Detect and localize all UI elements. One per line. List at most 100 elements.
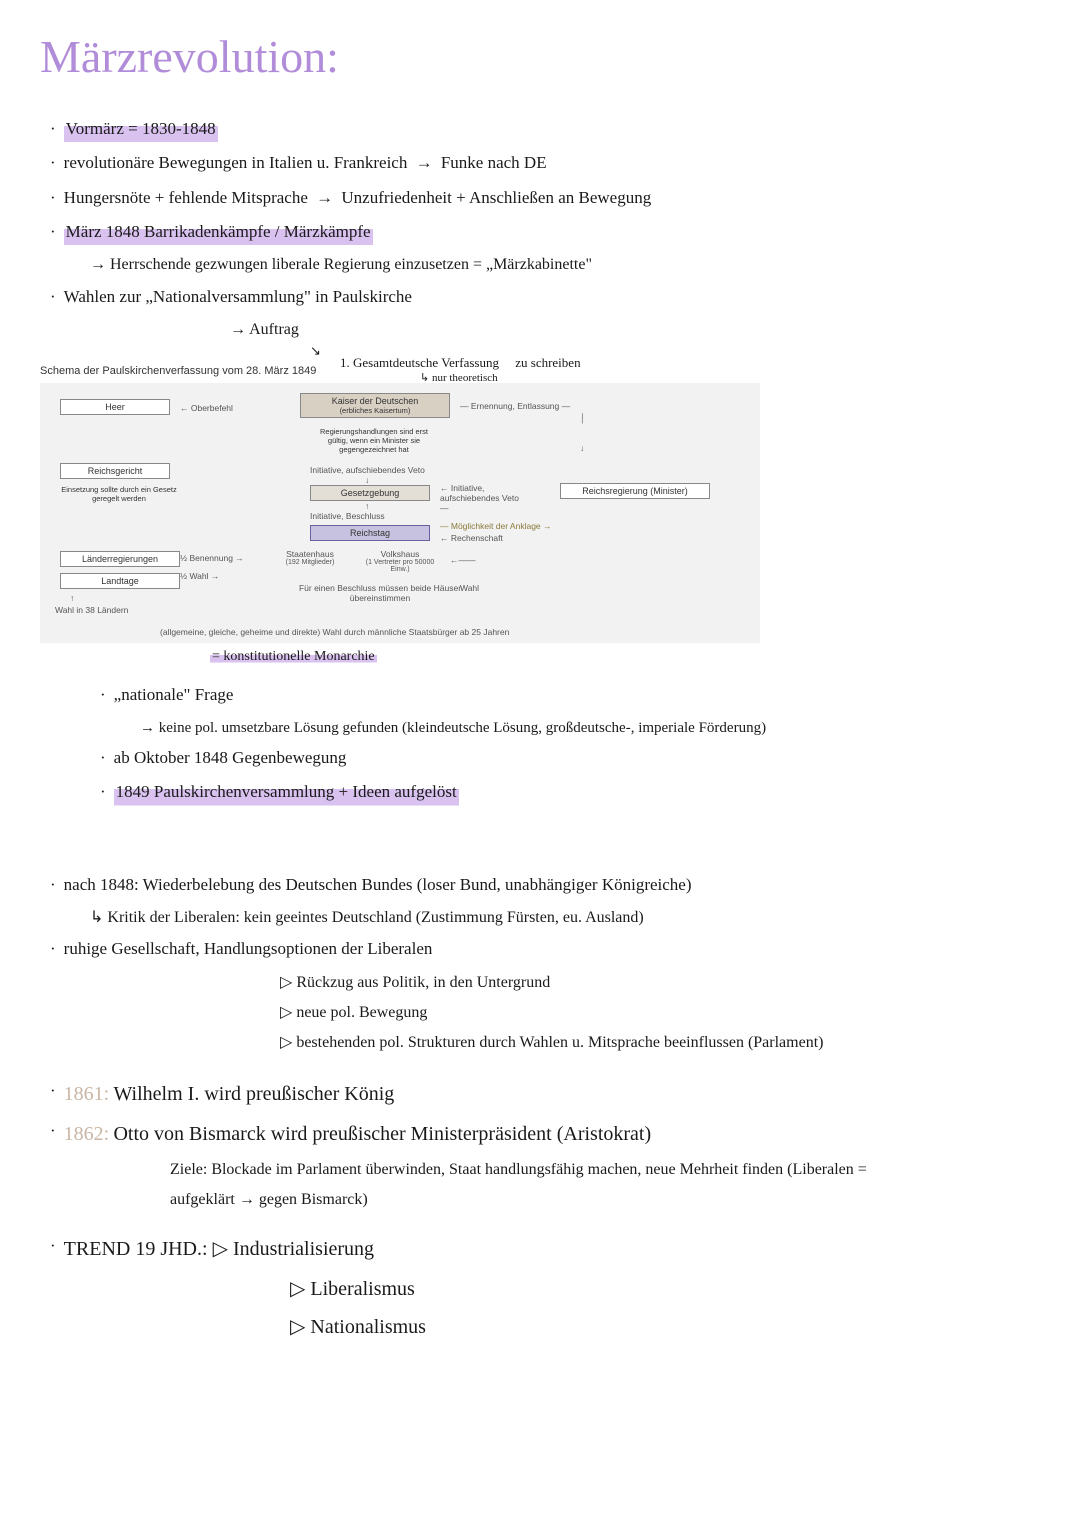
diagram-box-reichsgericht: Reichsgericht xyxy=(60,463,170,479)
bullet: · 1849 Paulskirchenversammlung + Ideen a… xyxy=(100,776,1040,808)
diagram-box-kaiser: Kaiser der Deutschen (erbliches Kaisertu… xyxy=(300,393,450,418)
highlighted-text: = konstitutionelle Monarchie xyxy=(210,649,377,664)
bullet-dot: · xyxy=(100,776,106,808)
sub-bullet: ▷ Rückzug aus Politik, in den Untergrund xyxy=(280,968,1040,998)
text-fragment: revolutionäre Bewegungen in Italien u. F… xyxy=(64,153,408,172)
diagram-label: ½ Benennung → xyxy=(180,553,244,563)
section-3: · nach 1848: Wiederbelebung des Deutsche… xyxy=(50,869,1040,1346)
year-label: 1861: xyxy=(64,1083,110,1105)
bullet-text: 1862: Otto von Bismarck wird preußischer… xyxy=(64,1115,651,1153)
box-label: Kaiser der Deutschen xyxy=(305,396,445,406)
year-label: 1862: xyxy=(64,1123,110,1145)
text-fragment: Liberalismus xyxy=(310,1278,414,1300)
hand-arrow: ↘ xyxy=(310,343,321,359)
text-fragment: Möglichkeit der Anklage xyxy=(451,521,541,531)
text-fragment: Initiative, aufschiebendes Veto xyxy=(440,483,519,503)
sub-bullet: ▷ Liberalismus xyxy=(290,1270,1040,1308)
bullet-text: ab Oktober 1848 Gegenbewegung xyxy=(114,742,347,774)
bullet: · nach 1848: Wiederbelebung des Deutsche… xyxy=(50,869,1040,901)
diagram-label: — Ernennung, Entlassung — xyxy=(460,401,570,411)
highlighted-text: Vormärz = 1830-1848 xyxy=(64,113,218,145)
bullet: · Vormärz = 1830-1848 xyxy=(50,113,1040,145)
diagram-label: Initiative, Beschluss xyxy=(310,511,385,521)
arrow-icon: │ xyxy=(580,413,585,423)
bullet: · ruhige Gesellschaft, Handlungsoptionen… xyxy=(50,933,1040,965)
bullet: · 1862: Otto von Bismarck wird preußisch… xyxy=(50,1115,1040,1153)
bullet-dot: · xyxy=(50,216,56,248)
diagram-box-landtage: Landtage xyxy=(60,573,180,589)
section-2: · „nationale" Frage → keine pol. umsetzb… xyxy=(50,679,1040,808)
bullet-dot: · xyxy=(100,679,106,711)
text-fragment: nach 1848: Wiederbelebung des Deutschen … xyxy=(64,875,413,894)
hand-annotation: 1. Gesamtdeutsche Verfassung zu schreibe… xyxy=(340,355,581,371)
sub-bullet: ▷ bestehenden pol. Strukturen durch Wahl… xyxy=(280,1028,840,1058)
bullet-dot: · xyxy=(50,1230,56,1262)
arrow-icon: → xyxy=(416,153,433,172)
sub-bullet: ↳ Kritik der Liberalen: kein geeintes De… xyxy=(90,903,1040,933)
bullet-text: 1861: Wilhelm I. wird preußischer König xyxy=(64,1075,395,1113)
triangle-icon: ▷ xyxy=(290,1316,305,1338)
bullet-text: nach 1848: Wiederbelebung des Deutschen … xyxy=(64,869,692,901)
diagram-label: ← Oberbefehl xyxy=(180,403,233,413)
diagram-label: ← Rechenschaft xyxy=(440,533,503,543)
bullet: · „nationale" Frage xyxy=(100,679,1040,711)
text-fragment: Nationalismus xyxy=(310,1316,426,1338)
highlighted-text: 1849 Paulskirchenversammlung + Ideen auf… xyxy=(114,776,459,808)
triangle-icon: ▷ xyxy=(280,974,292,991)
text-fragment: 1. Gesamtdeutsche Verfassung xyxy=(340,355,499,370)
text-fragment: Staatenhaus xyxy=(275,549,345,559)
bullet-dot: · xyxy=(50,113,56,145)
text-fragment: (192 Mitglieder) xyxy=(275,559,345,566)
text-fragment: Ernennung, Entlassung xyxy=(471,401,559,411)
bullet: · ab Oktober 1848 Gegenbewegung xyxy=(100,742,1040,774)
diagram-label: Initiative, aufschiebendes Veto xyxy=(310,465,425,475)
diagram-label: — Möglichkeit der Anklage → xyxy=(440,521,552,531)
arrow-icon: ←—— xyxy=(450,555,476,565)
highlighted-text: März 1848 Barrikadenkämpfe / Märzkämpfe xyxy=(64,216,373,248)
bullet: · 1861: Wilhelm I. wird preußischer Köni… xyxy=(50,1075,1040,1113)
box-sublabel: (erbliches Kaisertum) xyxy=(305,406,445,415)
diagram-label: Wahl in 38 Ländern xyxy=(55,605,128,615)
sub-bullet: → Herrschende gezwungen liberale Regieru… xyxy=(90,250,1040,280)
section-1: · Vormärz = 1830-1848 · revolutionäre Be… xyxy=(50,113,1040,345)
bullet-dot: · xyxy=(100,742,106,774)
bullet: · TREND 19 JHD.: ▷ Industrialisierung xyxy=(50,1230,1040,1268)
text-fragment: Wilhelm I. wird preußischer König xyxy=(113,1083,394,1105)
hand-annotation: = konstitutionelle Monarchie xyxy=(210,649,1040,665)
bullet-dot: · xyxy=(50,933,56,965)
text-fragment: (1 Vertreter pro 50000 Einw.) xyxy=(360,559,440,573)
sub-bullet: → Auftrag xyxy=(230,315,1040,345)
diagram-box-laender: Länderregierungen xyxy=(60,551,180,567)
bullet: · Wahlen zur „Nationalversammlung" in Pa… xyxy=(50,281,1040,313)
bullet: · revolutionäre Bewegungen in Italien u.… xyxy=(50,147,1040,179)
diagram-label: Volkshaus (1 Vertreter pro 50000 Einw.) xyxy=(360,549,440,573)
diagram-box-gesetzgebung: Gesetzgebung xyxy=(310,485,430,501)
diagram-text: Regierungshandlungen sind erst gültig, w… xyxy=(310,425,438,456)
arrow-icon: ↓ xyxy=(580,443,584,453)
diagram-label: Wahl xyxy=(460,583,479,593)
bullet-text: „nationale" Frage xyxy=(114,679,234,711)
bullet-text: ruhige Gesellschaft, Handlungsoptionen d… xyxy=(64,933,433,965)
bullet-text: revolutionäre Bewegungen in Italien u. F… xyxy=(64,147,547,179)
bullet-text: Wahlen zur „Nationalversammlung" in Paul… xyxy=(64,281,412,313)
text-fragment: Volkshaus xyxy=(360,549,440,559)
triangle-icon: ▷ xyxy=(280,1004,292,1021)
sub-bullet: ▷ neue pol. Bewegung xyxy=(280,998,1040,1028)
diagram-wrapper: Schema der Paulskirchenverfassung vom 28… xyxy=(40,365,1040,665)
diagram-box-reichstag: Reichstag xyxy=(310,525,430,541)
page-title: Märzrevolution: xyxy=(40,30,1040,83)
text-fragment: bestehenden pol. Strukturen durch Wahlen… xyxy=(296,1034,823,1051)
diagram-label: ← Initiative, aufschiebendes Veto — xyxy=(440,483,520,513)
arrow-icon: ↓ xyxy=(365,475,369,485)
bullet-dot: · xyxy=(50,182,56,214)
sub-bullet: ▷ Nationalismus xyxy=(290,1308,1040,1346)
bullet-dot: · xyxy=(50,281,56,313)
paulskirchen-diagram: Kaiser der Deutschen (erbliches Kaisertu… xyxy=(40,383,760,643)
arrow-icon: ↑ xyxy=(365,501,369,511)
diagram-text: Für einen Beschluss müssen beide Häuser … xyxy=(290,583,470,603)
text-fragment: zu schreiben xyxy=(515,355,580,370)
triangle-icon: ▷ xyxy=(290,1278,305,1300)
text-fragment: TREND 19 JHD.: xyxy=(64,1238,208,1260)
sub-bullet: → keine pol. umsetzbare Lösung gefunden … xyxy=(140,714,1040,743)
diagram-footer: (allgemeine, gleiche, geheime und direkt… xyxy=(160,627,509,637)
